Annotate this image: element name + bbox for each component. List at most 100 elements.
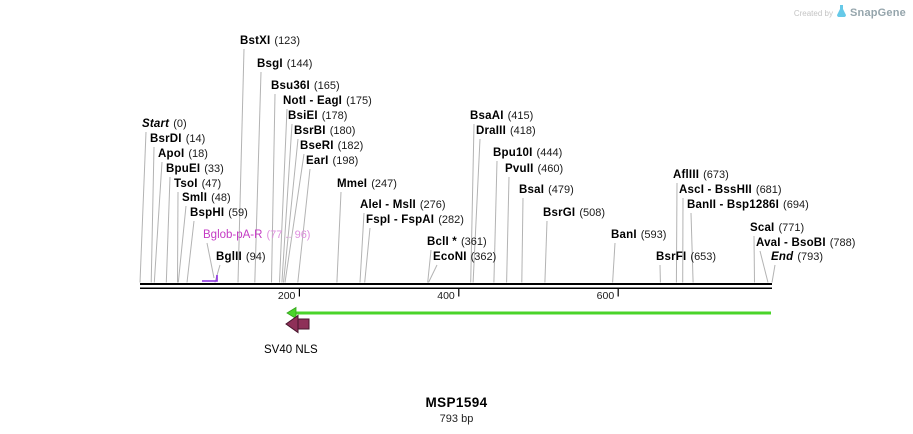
sequence-line-bottom[interactable] <box>140 287 772 290</box>
site-label-bsiei[interactable]: BsiEI (178) <box>288 110 347 123</box>
site-position: (361) <box>460 236 487 248</box>
site-label-bsrbi[interactable]: BsrBI (180) <box>294 125 355 138</box>
site-position: (33) <box>204 163 224 175</box>
callout-line <box>254 71 262 283</box>
callout-line <box>690 212 694 283</box>
enzyme-name: BspHI <box>190 207 225 219</box>
enzyme-name: BstXI <box>240 35 271 47</box>
site-label-start[interactable]: Start (0) <box>142 118 187 131</box>
axis-tick-label: 600 <box>596 290 615 302</box>
site-position: (48) <box>211 192 231 204</box>
site-label-bsrdi[interactable]: BsrDI (14) <box>150 133 205 146</box>
enzyme-name: SmlI <box>182 192 208 204</box>
sv40-nls-arrow-head[interactable] <box>285 314 299 334</box>
site-position: (47) <box>201 178 222 190</box>
site-label-econi[interactable]: EcoNI (362) <box>433 251 496 264</box>
site-label-smli[interactable]: SmlI (48) <box>182 192 231 205</box>
enzyme-name: Start <box>142 118 170 130</box>
map-length: 793 bp <box>439 413 474 425</box>
callout-line <box>139 131 147 283</box>
feature-label-sv40-nls[interactable]: SV40 NLS <box>264 344 318 356</box>
site-position: (144) <box>286 58 313 70</box>
enzyme-name: Bsu36I <box>271 80 310 92</box>
site-position: (788) <box>829 237 856 249</box>
enzyme-name: AleI - MslI <box>360 199 416 211</box>
enzyme-name: NotI - EagI <box>283 95 343 107</box>
enzyme-name: EcoNI <box>433 251 467 263</box>
callout-line <box>150 146 155 283</box>
callout-line <box>428 264 438 283</box>
site-position: (182) <box>337 140 364 152</box>
callout-line <box>283 138 299 283</box>
site-label-mmei[interactable]: MmeI (247) <box>337 178 397 191</box>
site-label-tsoi[interactable]: TsoI (47) <box>174 178 221 191</box>
callout-line <box>237 48 245 283</box>
site-label-avai-bsobi[interactable]: AvaI - BsoBI (788) <box>756 237 855 250</box>
snapgene-logo-icon <box>837 4 846 22</box>
enzyme-name: ApoI <box>158 148 185 160</box>
site-label-bsrgi[interactable]: BsrGI (508) <box>543 207 605 220</box>
site-label-bstxi[interactable]: BstXI (123) <box>240 35 300 48</box>
callout-line <box>281 123 293 283</box>
site-position: (165) <box>313 80 340 92</box>
callout-line <box>279 108 288 283</box>
site-label-bsgi[interactable]: BsgI (144) <box>257 58 312 71</box>
site-label-asci-bsshii[interactable]: AscI - BssHII (681) <box>679 184 782 197</box>
site-label-noti-eagi[interactable]: NotI - EagI (175) <box>283 95 372 108</box>
callout-line <box>544 220 548 283</box>
title-block: MSP1594 793 bp <box>0 395 913 425</box>
site-position: (247) <box>371 178 397 190</box>
callout-line <box>470 123 475 283</box>
callout-line <box>364 227 371 283</box>
site-label-pvuii[interactable]: PvuII (460) <box>505 163 563 176</box>
site-label-bsrfi[interactable]: BsrFI (653) <box>656 251 716 264</box>
primer-arrow[interactable] <box>202 275 218 282</box>
sequence-line-top[interactable] <box>140 283 772 286</box>
enzyme-name: BclI * <box>427 236 457 248</box>
site-position: (460) <box>537 163 564 175</box>
enzyme-name: BsaI <box>519 184 545 196</box>
site-label-bsai[interactable]: BsaI (479) <box>519 184 574 197</box>
site-label-draiii[interactable]: DraIII (418) <box>476 125 536 138</box>
site-label-scai[interactable]: ScaI (771) <box>750 222 804 235</box>
site-label-fspi-fspai[interactable]: FspI - FspAI (282) <box>366 214 464 227</box>
enzyme-name: DraIII <box>476 125 506 137</box>
site-position: (180) <box>329 125 356 137</box>
site-label-bseri[interactable]: BseRI (182) <box>300 140 363 153</box>
callout-line <box>359 212 365 283</box>
site-label-bglii[interactable]: BglII (94) <box>216 251 265 264</box>
enzyme-name: BsrFI <box>656 251 687 263</box>
site-position: (175) <box>346 95 372 107</box>
enzyme-name: BsgI <box>257 58 283 70</box>
primer-name: Bglob-pA-R <box>203 229 263 241</box>
site-position: (593) <box>640 229 667 241</box>
enzyme-name: MmeI <box>337 178 368 190</box>
site-label-banii-bsp1286i[interactable]: BanII - Bsp1286I (694) <box>687 199 809 212</box>
site-label-bsu36i[interactable]: Bsu36I (165) <box>271 80 340 93</box>
site-label-bani[interactable]: BanI (593) <box>611 229 666 242</box>
callout-line <box>427 249 432 283</box>
site-label-bpuei[interactable]: BpuEI (33) <box>166 163 224 176</box>
site-label-bsphi[interactable]: BspHI (59) <box>190 207 248 220</box>
site-label-alei-msli[interactable]: AleI - MslI (276) <box>360 199 446 212</box>
site-label-afliii[interactable]: AflIII (673) <box>673 169 729 182</box>
callout-line <box>165 176 171 283</box>
callout-line <box>759 250 769 283</box>
site-label-end[interactable]: End (793) <box>771 251 823 264</box>
primer-label-bglob-pa-r[interactable]: Bglob-pA-R (77 .. 96) <box>203 229 310 242</box>
callout-line <box>753 235 755 283</box>
callout-line <box>177 205 187 283</box>
site-position: (681) <box>755 184 782 196</box>
site-position: (508) <box>579 207 606 219</box>
site-position: (14) <box>185 133 206 145</box>
site-label-bcli[interactable]: BclI * (361) <box>427 236 487 249</box>
enzyme-name: Bpu10I <box>493 147 533 159</box>
site-label-eari[interactable]: EarI (198) <box>306 155 358 168</box>
construct-arrow-head[interactable] <box>286 306 297 320</box>
site-label-apoi[interactable]: ApoI (18) <box>158 148 208 161</box>
enzyme-name: TsoI <box>174 178 198 190</box>
enzyme-name: BanI <box>611 229 637 241</box>
site-label-bpu10i[interactable]: Bpu10I (444) <box>493 147 562 160</box>
site-label-bsaai[interactable]: BsaAI (415) <box>470 110 533 123</box>
